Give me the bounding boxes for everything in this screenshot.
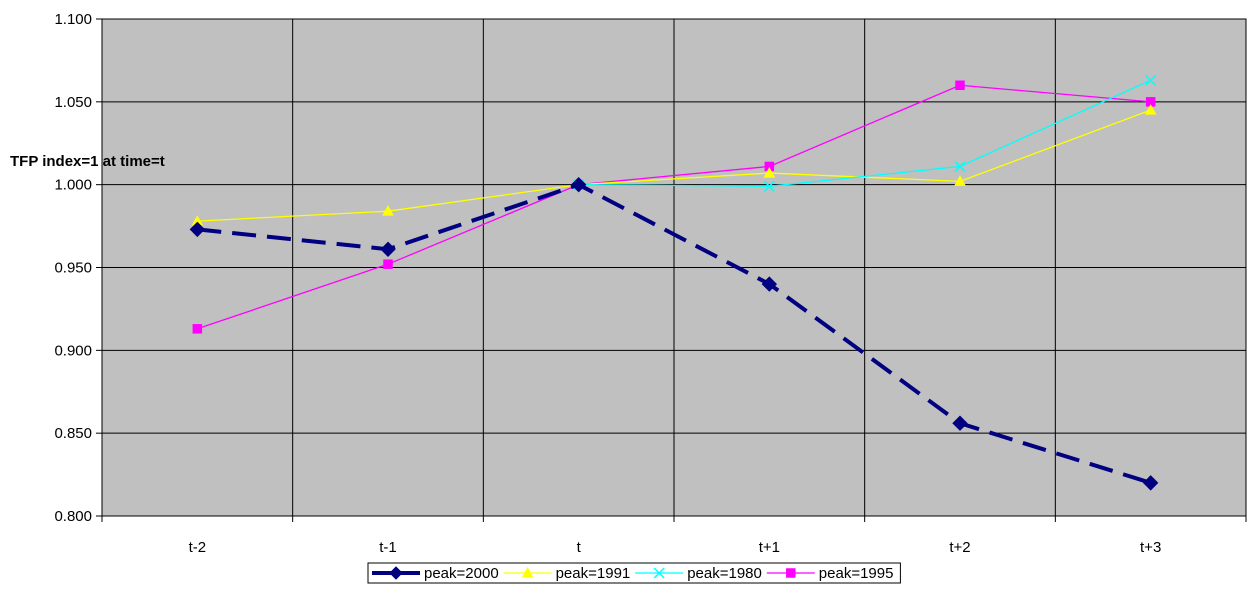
y-tick-label: 1.050	[54, 94, 92, 111]
data-point-square	[786, 568, 796, 578]
y-tick-labels: 0.800 0.850 0.900 0.950 1.000 1.050 1.100	[54, 11, 92, 525]
legend-item: peak=1980	[635, 565, 762, 582]
legend-item: peak=1991	[503, 565, 631, 582]
data-point-diamond	[952, 415, 968, 431]
y-tick-label: 0.900	[54, 342, 92, 359]
data-point-x	[653, 567, 665, 579]
y-tick-label: 1.000	[54, 177, 92, 194]
data-point-triangle	[382, 205, 394, 216]
series-line	[197, 84, 1151, 330]
y-tick-label: 0.950	[54, 260, 92, 277]
data-point-square	[955, 80, 965, 91]
series-line	[197, 182, 1152, 485]
y-tick-label: 0.850	[54, 425, 92, 442]
x-tick-label: t+1	[759, 539, 780, 556]
y-axis-label: TFP index=1 at time=t	[10, 153, 165, 170]
y-tick-label: 1.100	[54, 11, 92, 28]
data-point-square	[192, 324, 203, 334]
series-peak-2000	[189, 176, 1159, 491]
x-tick-labels: t-2 t-1 t t+1 t+2 t+3	[189, 539, 1162, 556]
data-point-x	[954, 160, 966, 172]
data-point-triangle	[954, 175, 966, 186]
plot-border	[101, 18, 1247, 517]
data-point-diamond	[570, 176, 587, 193]
series-line	[197, 109, 1151, 222]
legend: peak=2000 peak=1991 peak=1980 peak=1995	[367, 562, 901, 584]
legend-label: peak=2000	[424, 565, 499, 582]
x-tick-label: t+3	[1140, 539, 1161, 556]
axes	[96, 18, 1247, 522]
data-point-triangle	[1144, 104, 1157, 115]
data-point-x	[763, 180, 775, 192]
data-point-triangle	[763, 167, 776, 178]
x-tick-label: t	[577, 539, 582, 556]
legend-box	[367, 562, 901, 584]
series-peak-1991	[191, 104, 1157, 226]
data-point-square	[383, 259, 393, 269]
data-point-diamond	[380, 241, 396, 257]
x-tick-label: t-1	[379, 539, 397, 556]
x-tick-label: t-2	[189, 539, 207, 556]
series	[189, 74, 1159, 491]
data-point-diamond	[189, 221, 206, 238]
x-tick-label: t+2	[949, 539, 970, 556]
legend-label: peak=1995	[819, 565, 894, 582]
data-point-diamond	[761, 276, 778, 292]
series-line	[578, 79, 1151, 187]
legend-label: peak=1980	[687, 565, 762, 582]
data-point-x	[1145, 74, 1157, 86]
legend-item: peak=2000	[372, 565, 499, 582]
legend-item: peak=1995	[766, 565, 894, 582]
y-tick-label: 0.800	[54, 508, 92, 525]
data-point-triangle	[521, 566, 534, 578]
data-point-diamond	[1142, 475, 1159, 491]
series-peak-1980	[573, 74, 1157, 192]
legend-label: peak=1991	[556, 565, 631, 582]
data-point-diamond	[389, 566, 403, 580]
